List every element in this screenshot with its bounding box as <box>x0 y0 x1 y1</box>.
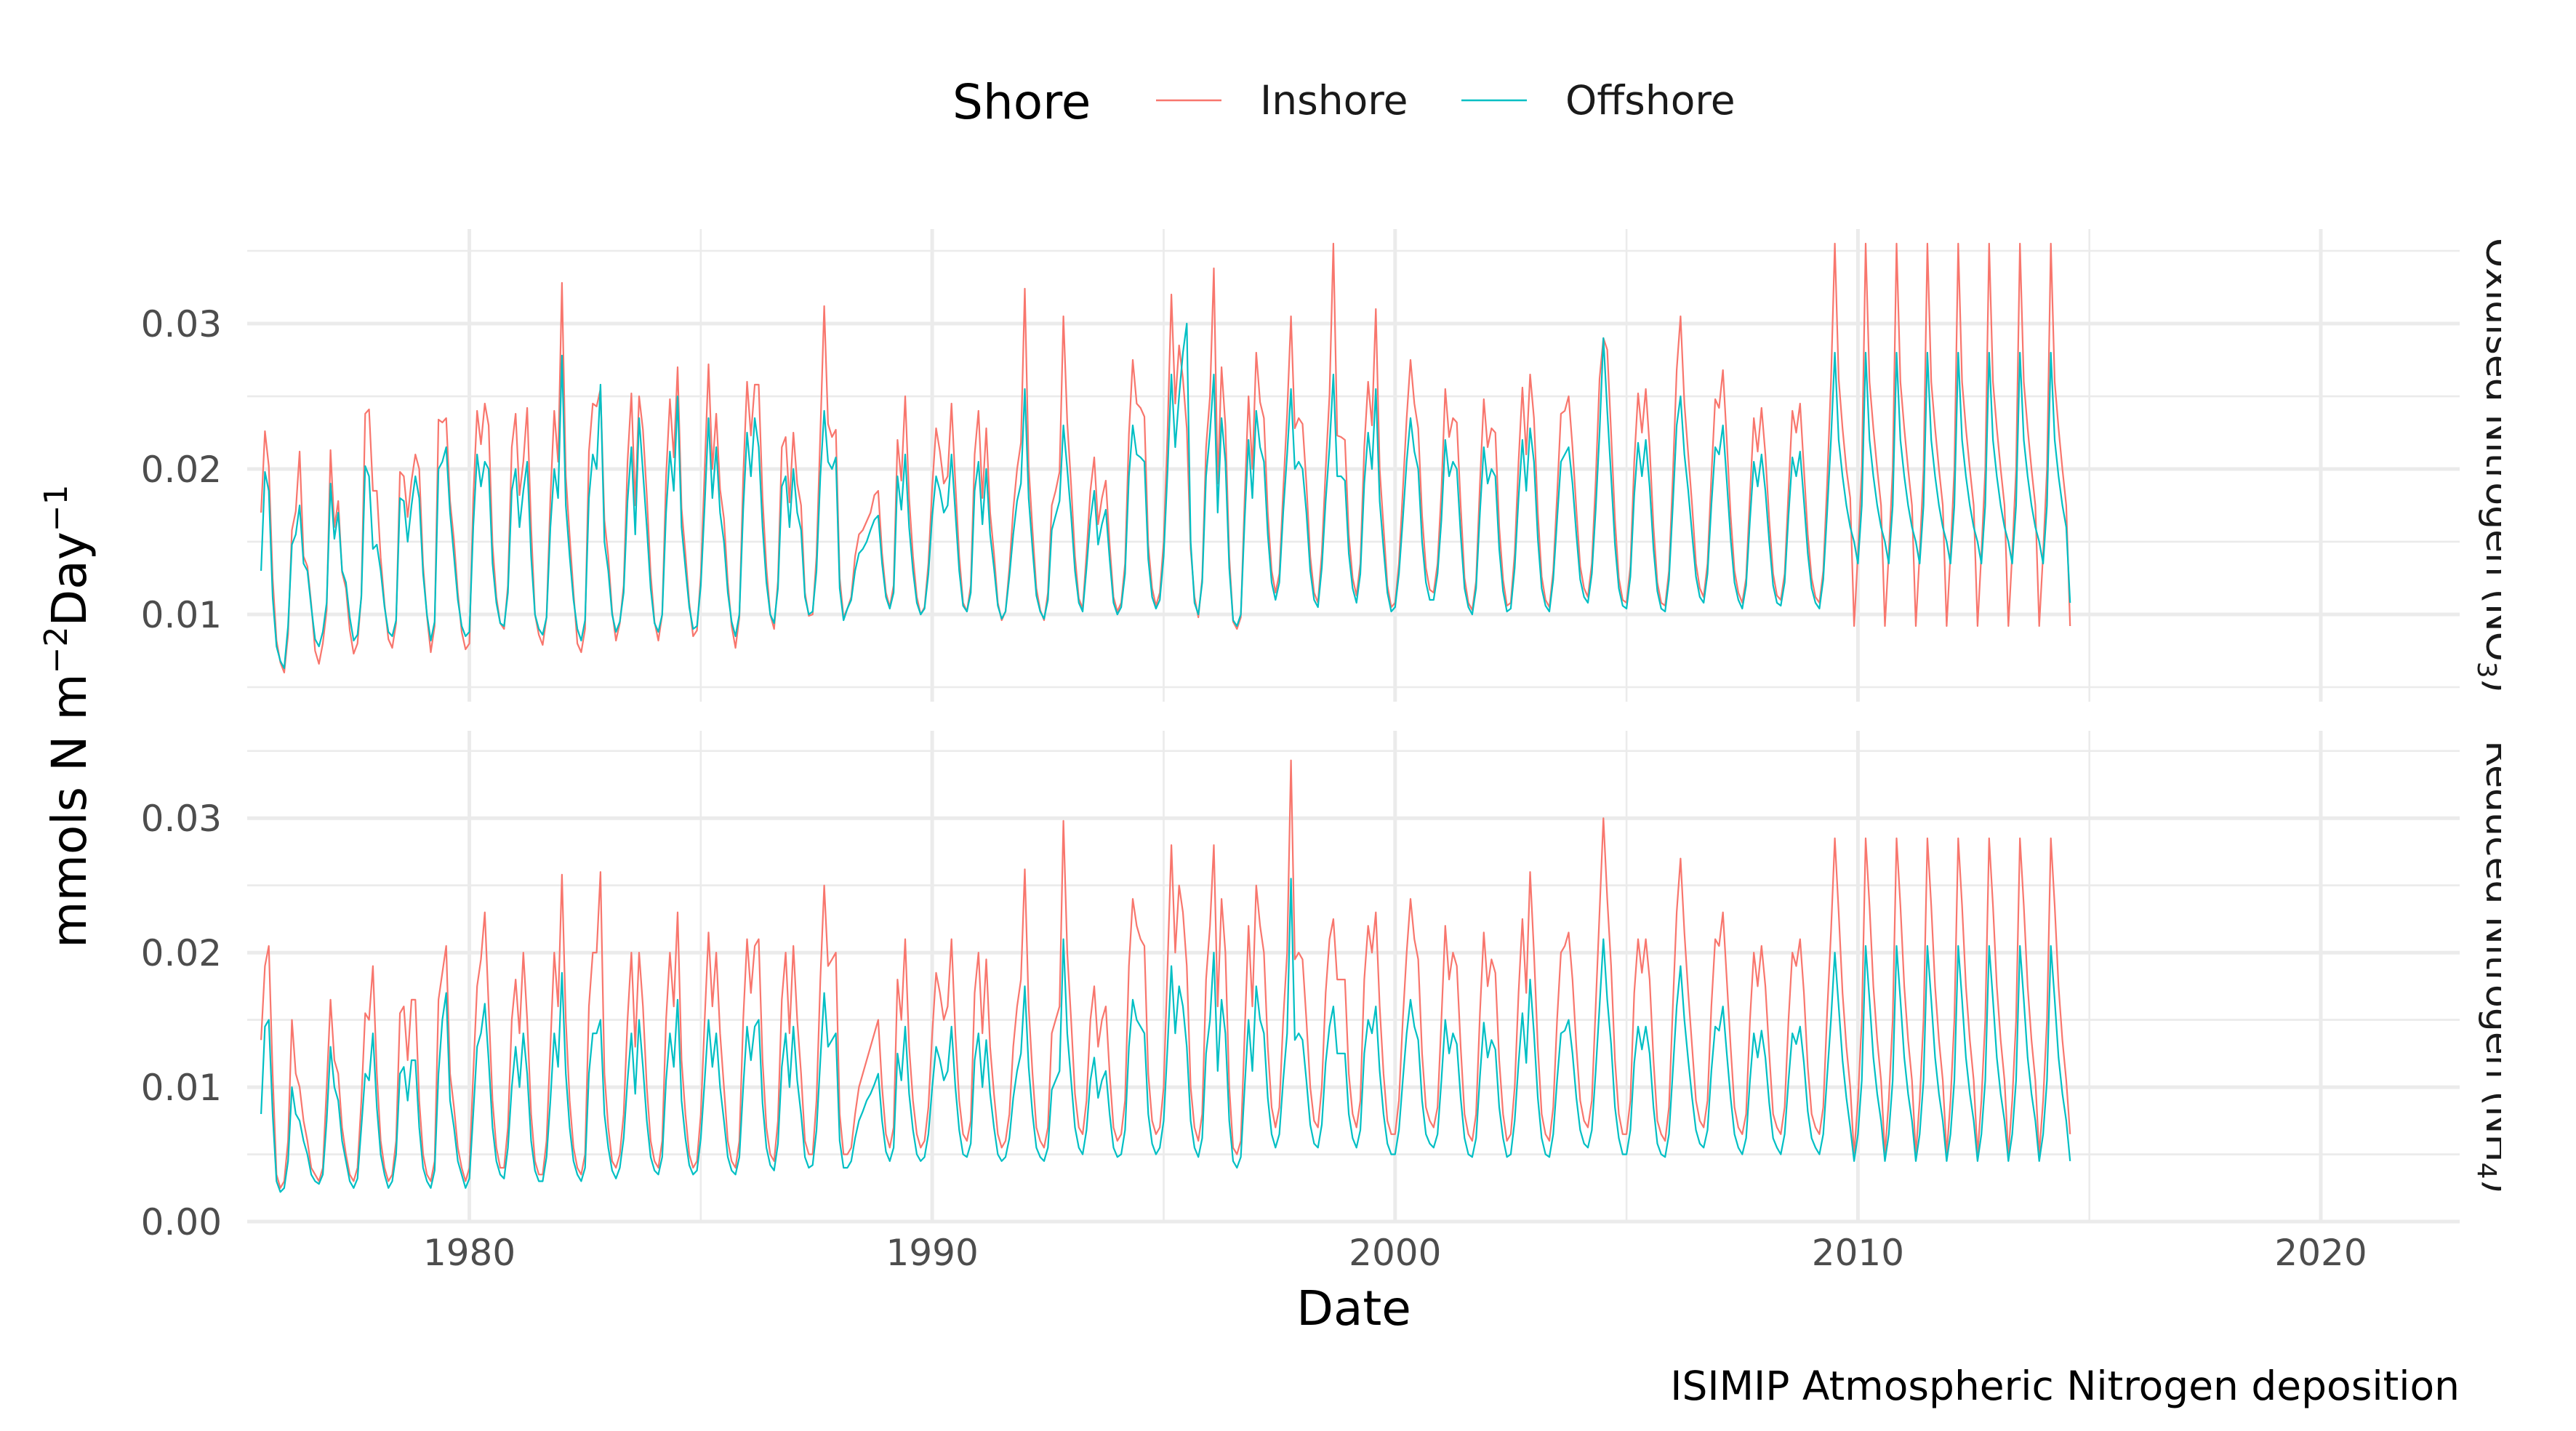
panel-oxidised-series <box>260 242 2071 674</box>
panel-oxidised-y-ticks: 0.01 0.02 0.03 <box>141 303 222 636</box>
series-line-offshore <box>260 322 2071 670</box>
y-axis-title: mmols N m−2Day−1 <box>38 484 97 947</box>
x-tick-label: 2010 <box>1812 1232 1904 1274</box>
strip-reduced: Reduced Nitrogen (NH4) <box>2471 740 2521 1194</box>
y-tick-label: 0.03 <box>141 798 222 840</box>
strip-label-reduced: Reduced Nitrogen (NH4) <box>2471 740 2521 1194</box>
panel-reduced-nitrogen: 0.00 0.01 0.02 0.03 <box>141 731 2460 1243</box>
strip-oxidised: Oxidised Nitrogen (NO3) <box>2471 238 2521 693</box>
y-tick-label: 0.01 <box>141 594 222 636</box>
legend: Shore Inshore Offshore <box>952 74 1736 130</box>
caption: ISIMIP Atmospheric Nitrogen deposition <box>1670 1363 2460 1409</box>
y-tick-label: 0.02 <box>141 449 222 491</box>
series-line-inshore <box>260 759 2071 1189</box>
legend-label-offshore: Offshore <box>1565 77 1736 124</box>
panel-oxidised-nitrogen: 0.01 0.02 0.03 <box>141 229 2460 702</box>
y-tick-label: 0.02 <box>141 932 222 974</box>
x-tick-label: 2000 <box>1349 1232 1441 1274</box>
y-tick-label: 0.00 <box>141 1201 222 1243</box>
panel-reduced-y-ticks: 0.00 0.01 0.02 0.03 <box>141 798 222 1243</box>
x-axis-title: Date <box>1296 1280 1411 1336</box>
series-line-inshore <box>260 242 2071 674</box>
panel-reduced-series <box>260 759 2071 1193</box>
x-tick-label: 2020 <box>2274 1232 2367 1274</box>
strip-label-oxidised: Oxidised Nitrogen (NO3) <box>2471 238 2521 693</box>
y-tick-label: 0.01 <box>141 1067 222 1109</box>
legend-label-inshore: Inshore <box>1260 77 1408 124</box>
panel-oxidised-grid <box>247 229 2460 702</box>
x-tick-label: 1980 <box>423 1232 515 1274</box>
legend-title: Shore <box>952 74 1091 130</box>
x-axis-ticks: 1980 1990 2000 2010 2020 <box>423 1232 2367 1274</box>
x-tick-label: 1990 <box>886 1232 979 1274</box>
y-tick-label: 0.03 <box>141 303 222 345</box>
series-line-offshore <box>260 878 2071 1193</box>
